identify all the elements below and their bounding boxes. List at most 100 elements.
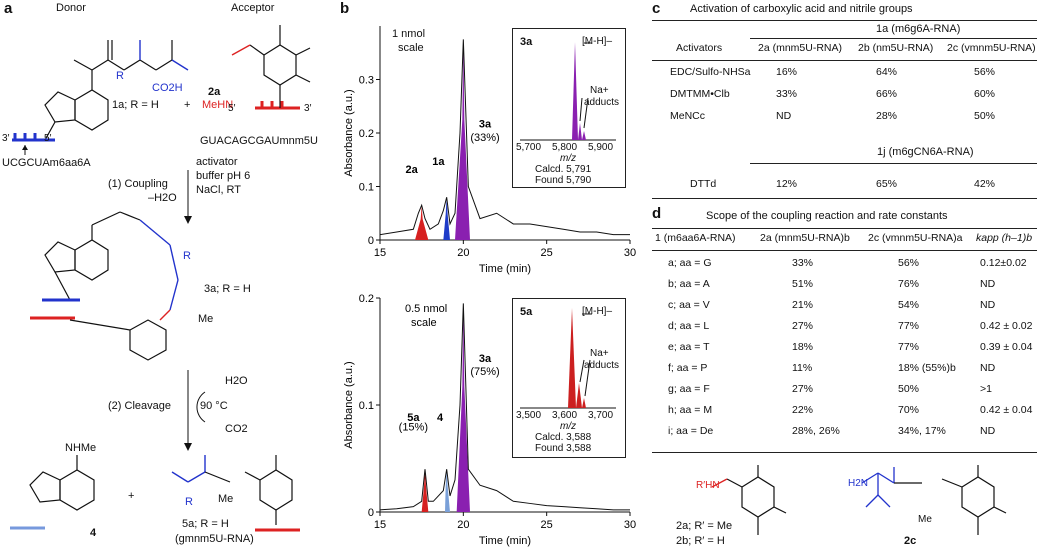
panel-c-row-value: 50% (974, 110, 996, 122)
x-tick-label: 15 (374, 519, 386, 531)
acceptor-label: Acceptor (231, 2, 275, 14)
x-tick-label: 20 (457, 247, 469, 259)
panel-d-cell-d: 0.12±0.02 (980, 257, 1027, 269)
peak-fill (421, 469, 429, 512)
peak-label: 3a (479, 353, 492, 365)
panel-d-cell-c: 34%, 17% (898, 425, 946, 437)
panel-d-cell-b: 11% (792, 362, 813, 374)
prod5a-name: (gmnm5U-RNA) (175, 533, 254, 545)
peak-label: (15%) (399, 422, 428, 434)
panel-d-cell-a: h; aa = M (668, 404, 713, 416)
peak-label: 4 (437, 412, 444, 424)
step1-water: –H2O (148, 192, 177, 204)
panel-d-col-1: 1 (m6aa6A-RNA) (655, 232, 736, 244)
panel-d-title: Scope of the coupling reaction and rate … (706, 210, 948, 222)
plus-sign: + (184, 99, 191, 111)
x-tick-label: 20 (457, 519, 469, 531)
ms-top-spectrum (520, 42, 616, 141)
panel-c-row2-v3: 42% (974, 178, 996, 190)
chromatogram-line (379, 39, 630, 236)
peak-label: (33%) (470, 132, 499, 144)
donor-r: R (116, 70, 124, 82)
y-tick-label: 0.2 (359, 293, 374, 305)
panel-label-d: d (652, 205, 662, 222)
ms-bot-ion: [M-H]– (582, 306, 612, 317)
panel-d-cell-a: g; aa = F (668, 383, 710, 395)
product-3a: 3a; R = H (204, 283, 251, 295)
panel-d-col-3: 2c (vmnm5U-RNA)a (868, 232, 963, 244)
condition-2: buffer pH 6 (196, 170, 251, 182)
donor-5prime: 5′ (44, 133, 52, 144)
panel-c-row-value: 64% (876, 66, 898, 78)
panel-c-col-2b: 2b (nm5U-RNA) (858, 42, 934, 54)
scale-label: 0.5 nmol (405, 303, 447, 315)
top-scale2: scale (398, 42, 424, 54)
struct-2a: 2a; R′ = Me (676, 520, 733, 532)
y-tick-label: 0.1 (359, 182, 374, 194)
chromatogram-line (379, 303, 630, 511)
peak-fill (443, 197, 450, 240)
ms-top-adducts: adducts (584, 97, 620, 108)
y-tick-label: 0 (368, 235, 374, 247)
panel-d-cell-b: 33% (792, 257, 814, 269)
panel-label-b: b (340, 0, 350, 17)
prod4-label: 4 (90, 527, 97, 539)
panel-c-col-activators: Activators (676, 42, 723, 54)
ms-inset-top (512, 28, 626, 188)
x-axis-label: Time (min) (479, 535, 531, 547)
x-tick-label: 25 (541, 247, 553, 259)
panel-c-row-value: 33% (776, 88, 798, 100)
panel-c-row2-v1: 12% (776, 178, 798, 190)
peak-fill (455, 39, 470, 240)
panel-d-cell-c: 18% (55%)b (898, 362, 956, 374)
panel-d-cell-d: ND (980, 299, 996, 311)
peak-label: (75%) (470, 366, 499, 378)
condition-1: activator (196, 156, 238, 168)
y-tick-label: 0 (368, 507, 374, 519)
ms-bot-calc: Calcd. 3,588 (535, 432, 592, 443)
product-me: Me (198, 313, 214, 325)
condition-3: NaCl, RT (196, 184, 242, 196)
panel-c-row2-activator: DTTd (690, 178, 717, 190)
panel-d-cell-c: 50% (898, 383, 920, 395)
panel-c-row2-v2: 65% (876, 178, 898, 190)
ms-top-xtick-2: 5,800 (552, 142, 578, 153)
acceptor-sequence: GUACAGCGAUmnm5U (200, 135, 318, 147)
panel-c-col-2a: 2a (mnm5U-RNA) (758, 42, 843, 54)
struct-rhn: R′HN (696, 480, 720, 491)
ms-top-xtick-1: 5,700 (516, 142, 542, 153)
acceptor-3prime: 3′ (304, 103, 312, 114)
panel-d-cell-a: d; aa = L (668, 320, 710, 332)
donor-label: Donor (56, 2, 86, 14)
ms-top-xtick-3: 5,900 (588, 142, 614, 153)
ms-top-cmp: 3a (520, 36, 533, 48)
panel-c-col-2c: 2c (vmnm5U-RNA) (947, 42, 1036, 54)
ms-inset-bottom (512, 298, 626, 458)
y-tick-label: 0.3 (359, 75, 374, 87)
panel-c-row-value: 16% (776, 66, 798, 78)
rule-c-top (652, 20, 1037, 21)
peak-label: 2a (406, 164, 419, 176)
ms-bot-xlabel: m/z (560, 421, 577, 432)
rule-c-group1 (750, 38, 1037, 39)
panel-d-cell-c: 76% (898, 278, 920, 290)
panel-d-cell-d: ND (980, 425, 996, 437)
step2-label: (2) Cleavage (108, 400, 171, 412)
ms-top-na: Na+ (590, 85, 609, 96)
step2-temp: 90 °C (200, 400, 228, 412)
panel-c-row-value: 60% (974, 88, 996, 100)
x-tick-label: 25 (541, 519, 553, 531)
panel-d-cell-a: c; aa = V (668, 299, 710, 311)
ms-bot-xtick-2: 3,600 (552, 410, 578, 421)
rule-d-top (652, 228, 1037, 229)
panel-d-cell-c: 54% (898, 299, 920, 311)
rule-d-header (652, 250, 1037, 251)
struct-2c: 2c (904, 535, 917, 547)
panel-label-a: a (4, 0, 13, 17)
product-r: R (183, 250, 191, 262)
step2-co2: CO2 (225, 423, 248, 435)
panel-d-cell-b: 27% (792, 320, 814, 332)
prod5a-r: R (185, 496, 193, 508)
peak-fill (415, 205, 429, 240)
x-tick-label: 15 (374, 247, 386, 259)
